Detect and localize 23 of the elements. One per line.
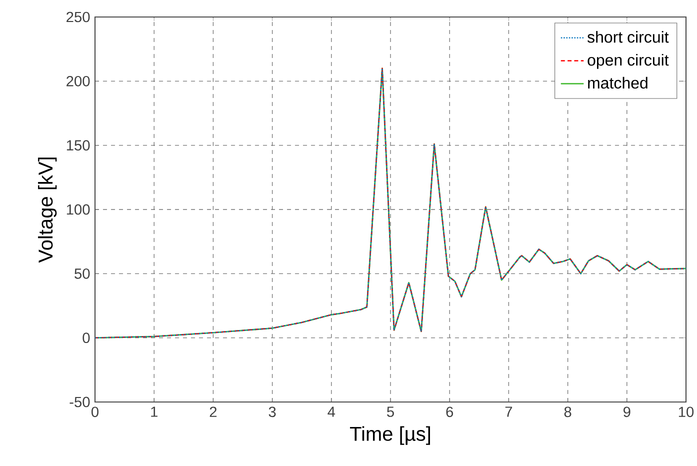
x-tick-label: 8 <box>564 406 572 418</box>
x-tick-label: 3 <box>268 406 276 418</box>
x-tick-label: 9 <box>624 406 630 418</box>
x-tick-label: 6 <box>446 406 454 418</box>
x-tick-label: 0 <box>91 406 98 418</box>
x-axis-title: Time [µs] <box>350 426 430 445</box>
legend-label: short circuit <box>587 31 669 43</box>
y-tick-label: 0 <box>82 332 90 344</box>
y-tick-label: 50 <box>74 268 90 279</box>
legend-label: open circuit <box>588 54 669 69</box>
y-axis-title: Voltage [kV] <box>38 158 57 263</box>
y-tick-label: 200 <box>66 76 90 86</box>
y-tick-label: 150 <box>66 140 90 151</box>
x-tick-label: 4 <box>328 406 336 417</box>
x-tick-label: 1 <box>151 406 158 417</box>
y-tick-label: 250 <box>66 12 90 22</box>
x-tick-label: 2 <box>210 406 217 417</box>
legend-label: matched <box>588 76 648 89</box>
y-tick-label: 100 <box>66 204 90 215</box>
x-tick-label: 5 <box>387 406 394 417</box>
x-tick-label: 7 <box>505 406 512 417</box>
x-tick-label: 10 <box>678 406 694 418</box>
y-tick-label: -50 <box>70 396 90 408</box>
